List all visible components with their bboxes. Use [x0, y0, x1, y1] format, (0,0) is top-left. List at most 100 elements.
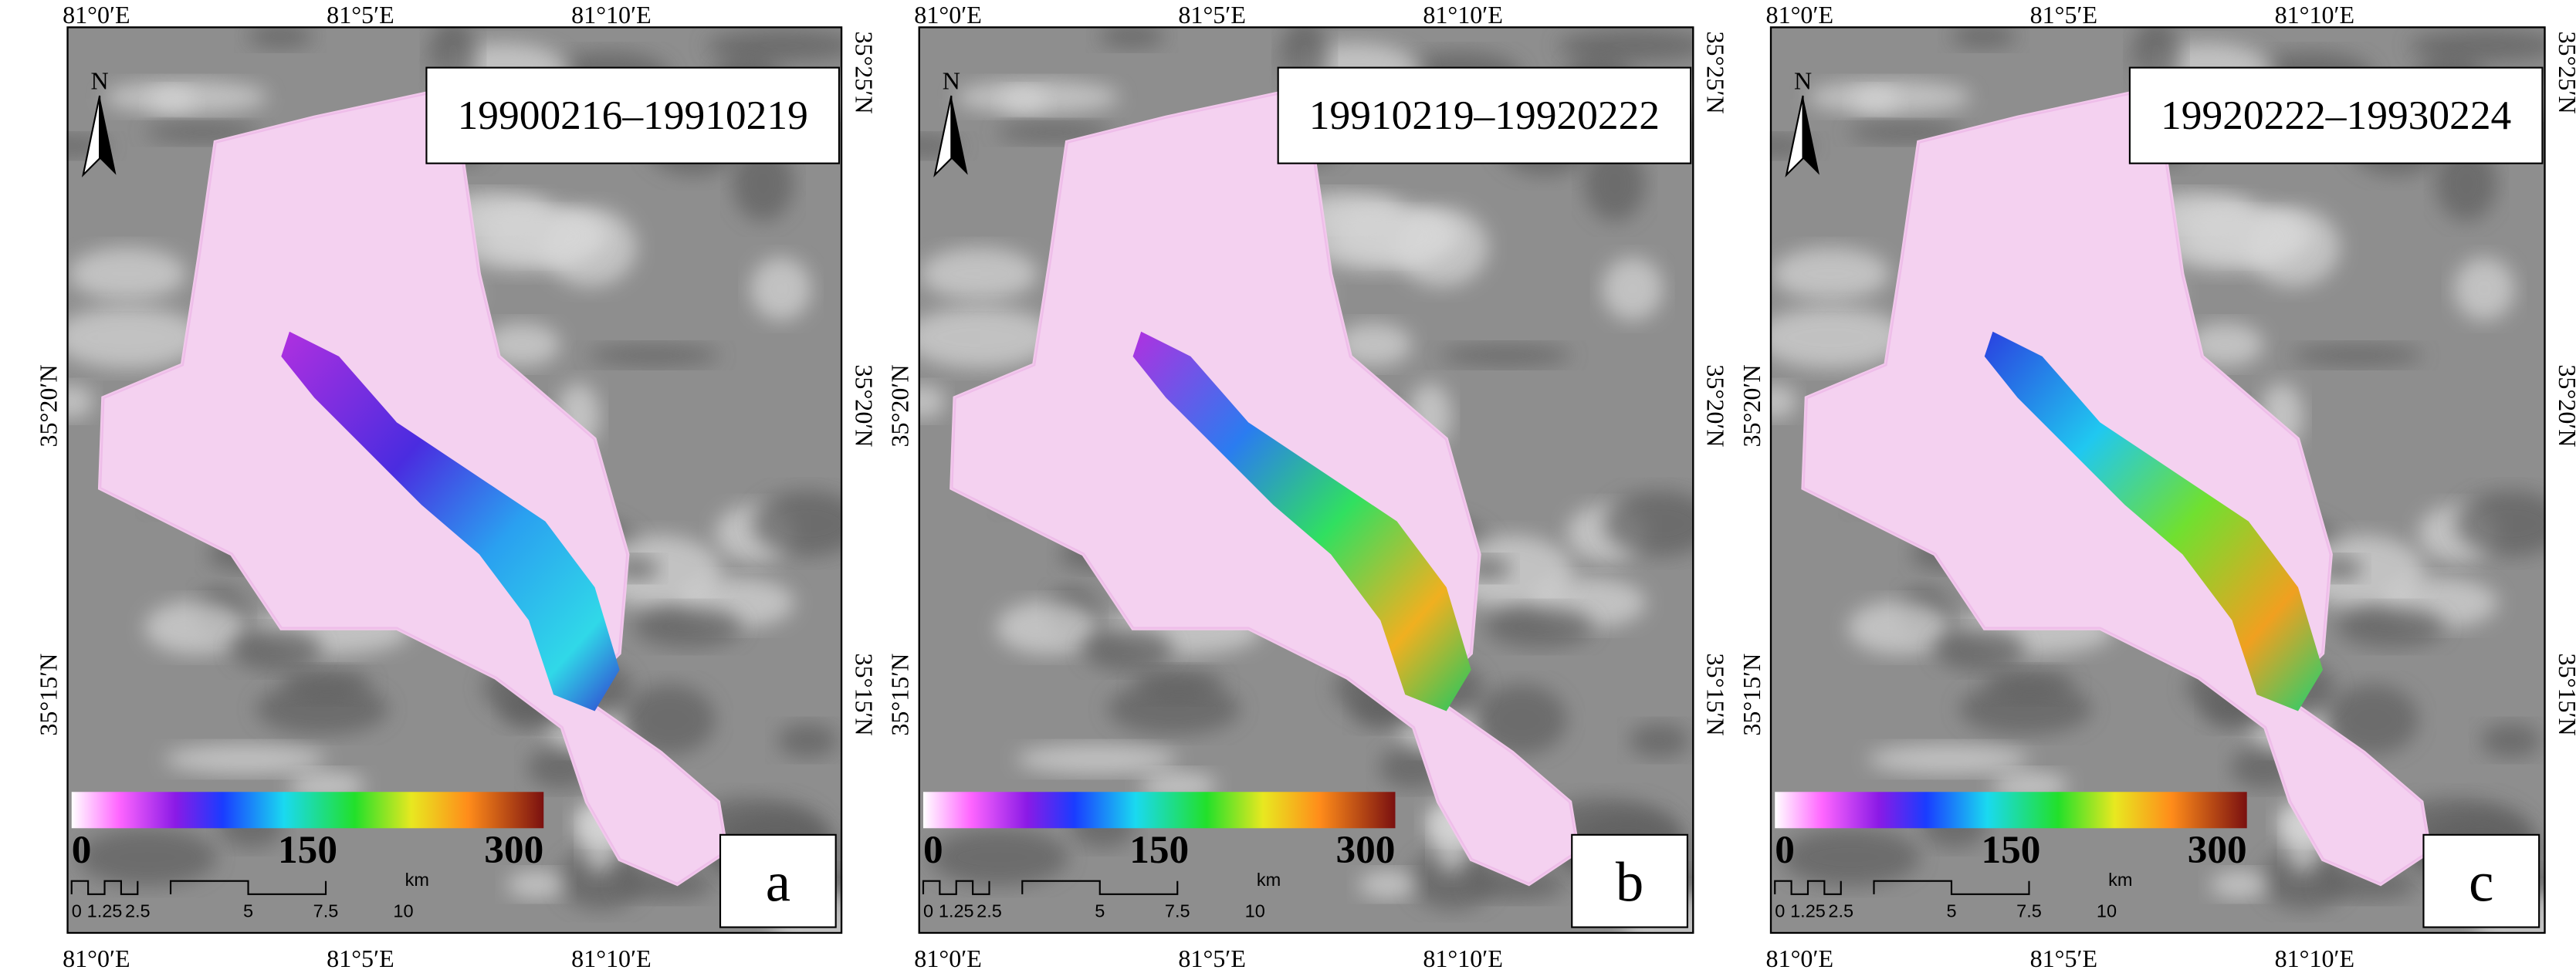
scale-unit: km — [405, 870, 429, 890]
scale-label: 2.5 — [977, 901, 1002, 921]
relief — [918, 384, 946, 419]
relief — [587, 344, 720, 367]
flow-field — [1984, 331, 2324, 711]
panel-letter: c — [2469, 850, 2493, 913]
relief — [1867, 745, 2029, 774]
period-box — [425, 66, 841, 164]
scale-bar — [1774, 880, 2030, 895]
lon-label: 81°0′E — [914, 1, 982, 29]
relief — [144, 600, 247, 654]
relief — [1098, 26, 1165, 49]
colorbar-label: 300 — [484, 828, 543, 872]
relief — [2186, 323, 2264, 367]
colorbar-label: 300 — [1336, 828, 1396, 872]
relief — [282, 668, 371, 701]
relief — [633, 607, 743, 647]
relief — [1299, 201, 1451, 271]
colorbar-label: 0 — [923, 828, 943, 872]
scale-label: 10 — [1245, 901, 1265, 921]
relief — [1985, 668, 2075, 701]
relief — [1769, 384, 1798, 419]
colorbar-label: 150 — [278, 828, 337, 872]
relief — [2453, 257, 2515, 321]
lon-label: 81°5′E — [2030, 1, 2098, 29]
colorbar-label: 0 — [72, 828, 92, 872]
flow-field — [1132, 331, 1471, 711]
relief — [1629, 723, 1690, 758]
frame — [1769, 26, 2546, 934]
map-panel: N 19910219–19920222 0 150 300 0 1.25 2.5 5 7.5 10 k… — [886, 1, 1730, 972]
lat-label: 35°20′N — [850, 364, 878, 447]
colorbar — [71, 792, 544, 829]
relief — [777, 723, 838, 758]
relief — [929, 828, 1069, 887]
lon-label: 81°10′E — [2275, 945, 2355, 972]
lat-label: 35°20′N — [35, 364, 63, 447]
north-arrow — [951, 96, 968, 175]
lon-label: 81°10′E — [2275, 1, 2355, 29]
relief — [2480, 723, 2541, 758]
relief — [1584, 145, 1646, 221]
period-box — [1277, 66, 1692, 164]
north-label: N — [91, 66, 109, 94]
lon-label: 81°0′E — [914, 945, 982, 972]
lon-label: 81°5′E — [2030, 945, 2098, 972]
relief — [2151, 201, 2303, 271]
lat-label: 35°20′N — [2554, 364, 2576, 447]
relief — [1851, 86, 1900, 112]
lat-label: 35°15′N — [886, 654, 914, 736]
north-arrow — [1803, 96, 1819, 175]
relief — [78, 828, 217, 887]
relief — [448, 201, 600, 271]
north-arrow — [100, 96, 117, 175]
scale-label: 7.5 — [1165, 901, 1190, 921]
map-body — [66, 26, 843, 934]
relief — [1082, 627, 1173, 671]
relief — [1935, 627, 2026, 671]
relief — [1476, 684, 1567, 755]
colorbar-label: 150 — [1129, 828, 1189, 872]
scale-label: 5 — [243, 901, 253, 921]
letter-box — [719, 833, 837, 928]
lon-label: 81°10′E — [1423, 1, 1503, 29]
frame — [918, 26, 1694, 934]
scale-label: 7.5 — [313, 901, 339, 921]
lon-label: 81°5′E — [1178, 945, 1246, 972]
relief — [2337, 607, 2446, 647]
relief — [1603, 490, 1694, 557]
relief — [506, 870, 566, 899]
relief — [66, 384, 94, 419]
scale-label: 0 — [1775, 901, 1785, 921]
lon-label: 81°5′E — [327, 945, 394, 972]
relief — [1557, 29, 1694, 61]
lat-label: 35°15′N — [2554, 654, 2576, 736]
north-label: N — [1794, 66, 1812, 94]
relief — [624, 684, 716, 755]
lat-label: 35°15′N — [35, 654, 63, 736]
relief — [1410, 847, 1496, 911]
lon-label: 81°0′E — [63, 1, 130, 29]
panel-letter: a — [766, 850, 790, 913]
lon-label: 81°0′E — [63, 945, 130, 972]
relief — [1133, 668, 1223, 701]
relief — [1485, 607, 1594, 647]
scale-bar — [922, 880, 1179, 895]
scale-label: 10 — [393, 901, 413, 921]
scale-label: 2.5 — [1828, 901, 1853, 921]
relief — [1769, 306, 1907, 369]
map-body — [918, 26, 1694, 934]
relief — [750, 257, 811, 321]
colorbar-label: 300 — [2188, 828, 2247, 872]
scale-label: 0 — [923, 901, 933, 921]
scale-label: 10 — [2097, 901, 2117, 921]
relief — [558, 847, 645, 911]
flow-field — [281, 331, 620, 711]
period-box — [2128, 66, 2544, 164]
relief — [1335, 323, 1412, 367]
lon-label: 81°10′E — [1423, 945, 1503, 972]
relief — [2261, 847, 2348, 911]
lat-label: 35°20′N — [886, 364, 914, 447]
colorbar — [1775, 792, 2247, 829]
lat-label: 35°15′N — [1702, 654, 1730, 736]
